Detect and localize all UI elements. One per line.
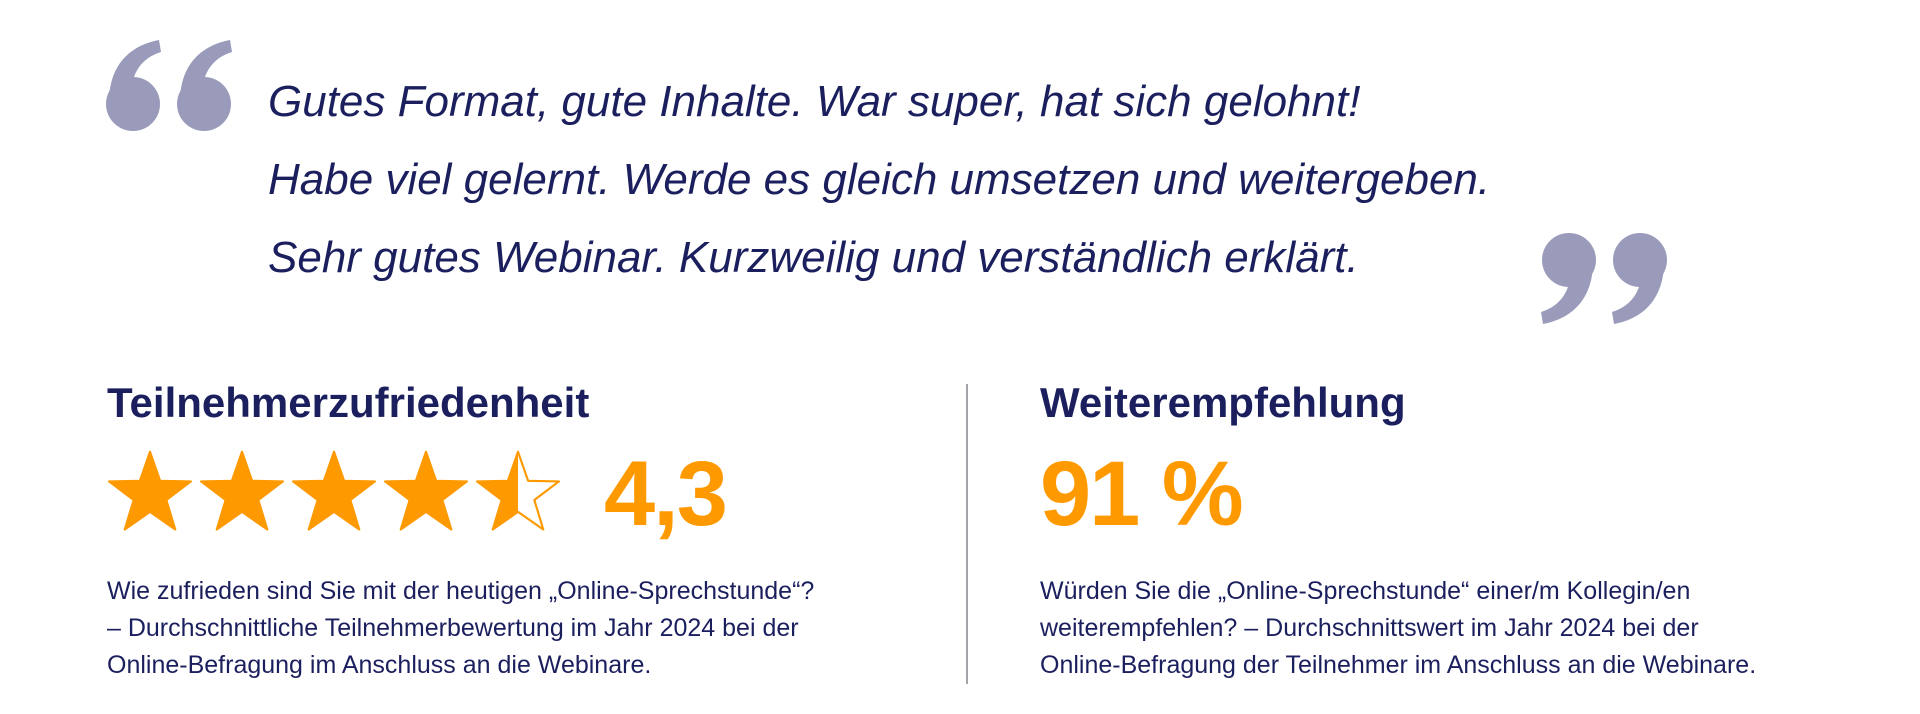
recommendation-value: 91 % bbox=[1040, 443, 1244, 545]
quote-line-2: Habe viel gelernt. Werde es gleich umset… bbox=[268, 155, 1491, 204]
recommendation-description: Würden Sie die „Online-Sprechstunde“ ein… bbox=[1040, 573, 1880, 684]
rating-value: 4,3 bbox=[604, 443, 728, 545]
recommendation-heading: Weiterempfehlung bbox=[1040, 379, 1406, 426]
testimonial-quote: Gutes Format, gute Inhalte. War super, h… bbox=[0, 0, 1920, 340]
satisfaction-section: Teilnehmerzufriedenheit 4,3 Wie zufriede… bbox=[107, 378, 937, 679]
recommendation-section: Weiterempfehlung 91 % Würden Sie die „On… bbox=[1040, 378, 1880, 679]
star-icon bbox=[291, 450, 377, 536]
satisfaction-description-line-1: Wie zufrieden sind Sie mit der heutigen … bbox=[107, 577, 815, 605]
section-divider bbox=[966, 384, 968, 684]
satisfaction-description: Wie zufrieden sind Sie mit der heutigen … bbox=[107, 573, 947, 684]
star-icon bbox=[199, 450, 285, 536]
recommendation-description-line-1: Würden Sie die „Online-Sprechstunde“ ein… bbox=[1040, 577, 1691, 605]
star-icon bbox=[107, 450, 193, 536]
satisfaction-description-line-2: – Durchschnittliche Teilnehmerbewertung … bbox=[107, 614, 799, 642]
quote-line-3: Sehr gutes Webinar. Kurzweilig und verst… bbox=[268, 233, 1359, 282]
star-rating bbox=[107, 450, 567, 540]
open-quote-icon bbox=[105, 40, 235, 132]
close-quote-icon bbox=[1538, 232, 1668, 324]
star-icon bbox=[383, 450, 469, 536]
satisfaction-description-line-3: Online-Befragung im Anschluss an die Web… bbox=[107, 651, 652, 679]
recommendation-description-line-3: Online-Befragung der Teilnehmer im Ansch… bbox=[1040, 651, 1757, 679]
recommendation-description-line-2: weiterempfehlen? – Durchschnittswert im … bbox=[1040, 614, 1699, 642]
satisfaction-heading: Teilnehmerzufriedenheit bbox=[107, 379, 590, 426]
star-icon bbox=[475, 450, 561, 536]
quote-line-1: Gutes Format, gute Inhalte. War super, h… bbox=[268, 77, 1361, 126]
